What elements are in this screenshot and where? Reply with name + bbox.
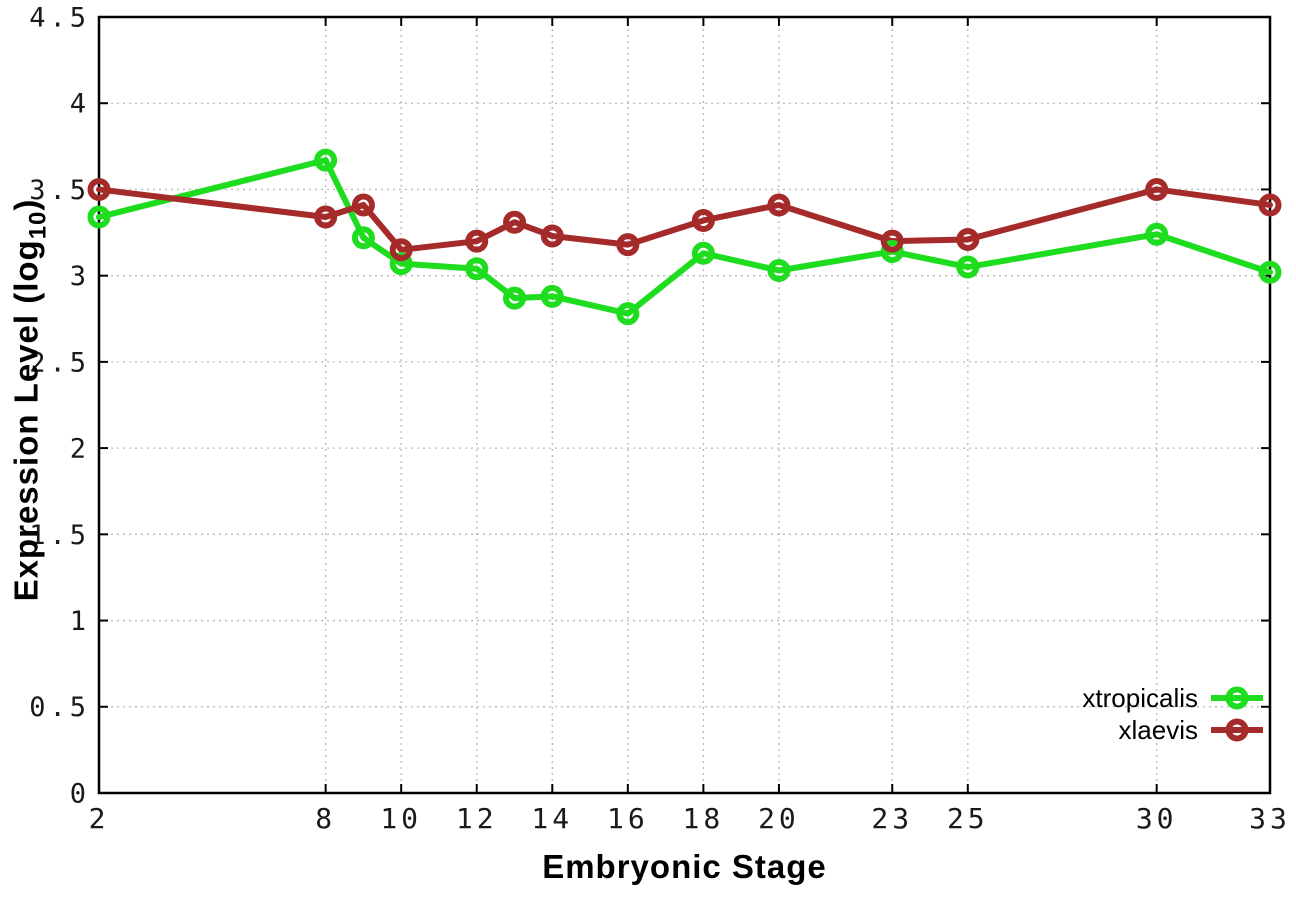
legend-sample-xtropicalis <box>1211 686 1263 710</box>
series-line-xtropicalis <box>96 157 1273 317</box>
y-axis-title-subscript: 10 <box>24 210 52 240</box>
data-point-xlaevis-10 <box>389 238 413 262</box>
x-tick-label-18: 18 <box>683 802 725 835</box>
series-line-xlaevis <box>96 186 1273 253</box>
y-tick-label-0: 0 <box>70 778 90 809</box>
data-point-xtropicalis-14 <box>540 284 564 308</box>
legend-item-xtropicalis: xtropicalis <box>1082 683 1266 713</box>
data-point-xtropicalis-30 <box>1145 222 1169 246</box>
legend-item-xlaevis: xlaevis <box>1082 715 1266 745</box>
legend-label-xlaevis: xlaevis <box>1118 714 1198 745</box>
x-tick-label-14: 14 <box>531 802 573 835</box>
data-point-xlaevis-25 <box>956 227 980 251</box>
data-point-xlaevis-2 <box>87 177 111 201</box>
x-tick-label-23: 23 <box>871 802 913 835</box>
y-tick-label-2.5: 2.5 <box>29 347 90 378</box>
legend-label-xtropicalis: xtropicalis <box>1082 682 1198 713</box>
x-tick-label-30: 30 <box>1136 802 1178 835</box>
data-point-xlaevis-9 <box>351 193 375 217</box>
y-tick-label-2: 2 <box>70 434 90 465</box>
data-point-xlaevis-23 <box>880 229 904 253</box>
data-point-xtropicalis-18 <box>691 241 715 265</box>
y-tick-label-3: 3 <box>70 261 90 292</box>
data-point-xlaevis-18 <box>691 208 715 232</box>
data-point-xlaevis-16 <box>616 233 640 257</box>
y-axis-title: Expression Level (log10) <box>8 199 53 602</box>
legend: xtropicalis xlaevis <box>1082 683 1266 745</box>
y-tick-label-1: 1 <box>70 606 90 637</box>
data-point-xlaevis-8 <box>314 205 338 229</box>
data-point-xtropicalis-16 <box>616 302 640 326</box>
data-point-xlaevis-12 <box>465 229 489 253</box>
data-point-xtropicalis-10 <box>389 252 413 276</box>
x-tick-label-33: 33 <box>1249 802 1291 835</box>
data-point-xtropicalis-33 <box>1258 260 1282 284</box>
y-tick-label-1.5: 1.5 <box>29 520 90 551</box>
x-tick-label-10: 10 <box>380 802 422 835</box>
y-tick-label-4: 4 <box>70 89 90 120</box>
data-point-xlaevis-33 <box>1258 193 1282 217</box>
x-tick-label-8: 8 <box>315 802 336 835</box>
y-tick-label-3.5: 3.5 <box>29 175 90 206</box>
y-axis-title-text: Expression Level (log <box>7 239 45 602</box>
data-point-xtropicalis-13 <box>503 286 527 310</box>
plot-border <box>97 15 1272 795</box>
y-axis-title-close: ) <box>7 198 45 211</box>
data-point-xlaevis-20 <box>767 193 791 217</box>
data-point-xtropicalis-9 <box>351 226 375 250</box>
data-point-xlaevis-14 <box>540 224 564 248</box>
data-point-xtropicalis-20 <box>767 258 791 282</box>
y-tick-label-4.5: 4.5 <box>29 2 90 33</box>
x-axis-title: Embryonic Stage <box>542 848 827 885</box>
x-tick-label-12: 12 <box>456 802 498 835</box>
x-tick-label-16: 16 <box>607 802 649 835</box>
data-point-xlaevis-30 <box>1145 177 1169 201</box>
data-point-xtropicalis-23 <box>880 240 904 264</box>
data-point-xlaevis-13 <box>503 210 527 234</box>
data-point-xtropicalis-12 <box>465 257 489 281</box>
x-tick-label-2: 2 <box>89 802 110 835</box>
data-point-xtropicalis-25 <box>956 255 980 279</box>
legend-sample-xlaevis <box>1211 718 1263 742</box>
y-tick-label-0.5: 0.5 <box>29 692 90 723</box>
x-tick-label-20: 20 <box>758 802 800 835</box>
data-point-xtropicalis-2 <box>87 205 111 229</box>
data-point-xtropicalis-8 <box>314 148 338 172</box>
x-tick-label-25: 25 <box>947 802 989 835</box>
